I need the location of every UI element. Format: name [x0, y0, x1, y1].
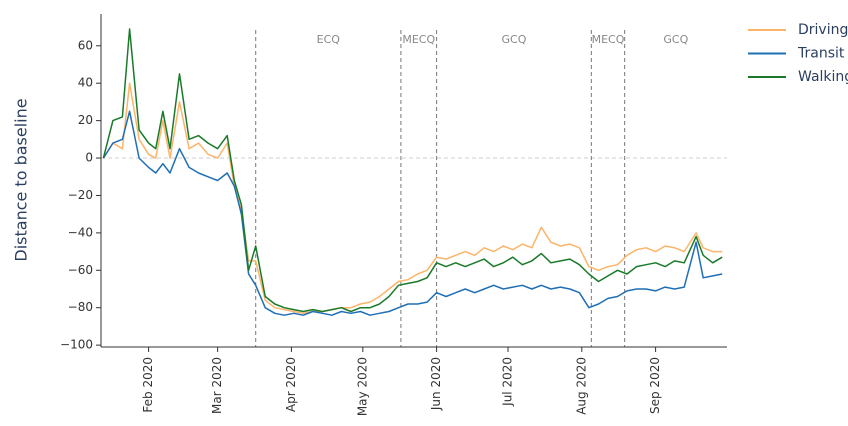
- x-tick-label: Mar 2020: [210, 357, 224, 414]
- y-tick-label: −40: [68, 225, 93, 239]
- legend-label: Transit: [797, 46, 845, 62]
- phase-label: GCQ: [502, 33, 527, 46]
- x-tick-label: Jun 2020: [429, 357, 443, 411]
- x-tick-label: Feb 2020: [141, 357, 155, 413]
- phase-label: MECQ: [592, 33, 625, 46]
- y-tick-label: −20: [68, 188, 93, 202]
- legend-label: Driving: [798, 22, 848, 38]
- y-tick-label: 20: [78, 113, 93, 127]
- series-line: [102, 82, 723, 315]
- phase-label: ECQ: [317, 33, 341, 46]
- x-tick-label: Sep 2020: [648, 357, 662, 414]
- y-tick-label: −60: [68, 263, 93, 277]
- series-line: [102, 28, 723, 313]
- x-tick-label: May 2020: [355, 357, 369, 416]
- y-tick-label: −100: [60, 338, 93, 352]
- phase-label: GCQ: [663, 33, 688, 46]
- y-tick-label: 0: [85, 151, 93, 165]
- x-tick-label: Jul 2020: [501, 357, 515, 407]
- y-tick-label: 40: [78, 76, 93, 90]
- series-line: [102, 110, 723, 316]
- phase-label: MECQ: [402, 33, 435, 46]
- legend-label: Walking: [798, 69, 848, 85]
- y-axis-title: Distance to baseline: [12, 98, 31, 261]
- y-tick-label: −80: [68, 300, 93, 314]
- y-tick-label: 60: [78, 38, 93, 52]
- x-tick-label: Apr 2020: [284, 357, 298, 412]
- x-tick-label: Aug 2020: [574, 357, 588, 415]
